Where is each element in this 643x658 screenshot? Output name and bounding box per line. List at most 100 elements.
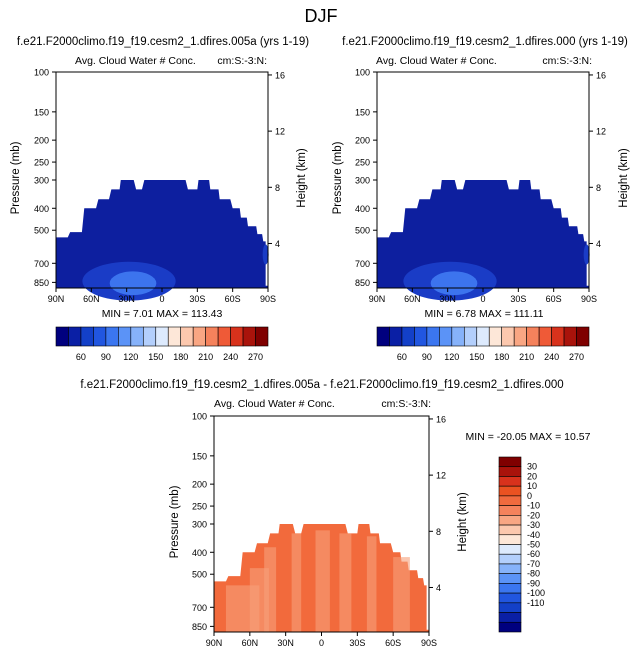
- colorbar-box: [180, 326, 194, 347]
- pressure-tick-label: 250: [192, 502, 207, 512]
- colorbar-box: [376, 326, 390, 347]
- latitude-tick-label: 60S: [546, 294, 562, 304]
- anomaly-streak: [315, 530, 330, 632]
- panel1-tag: cm:S:-3:N:: [217, 55, 267, 67]
- latitude-tick-label: 30S: [510, 294, 526, 304]
- colorbar-label: 120: [123, 352, 138, 362]
- colorbar-box: [526, 326, 540, 347]
- latitude-tick-label: 90N: [48, 294, 65, 304]
- colorbar-box: [401, 326, 415, 347]
- pressure-tick-label: 150: [192, 451, 207, 461]
- colorbar-box: [142, 326, 157, 347]
- latitude-tick-label: 60N: [83, 294, 100, 304]
- pressure-tick-label: 100: [192, 412, 207, 422]
- panel2-case-title: f.e21.F2000climo.f19_f19.cesm2_1.dfires.…: [342, 36, 628, 48]
- panel2-ylabel: Pressure (mb): [332, 141, 344, 214]
- colorbar-box: [93, 326, 107, 347]
- pressure-tick-label: 850: [192, 622, 207, 632]
- pressure-tick-label: 500: [34, 226, 49, 236]
- colorbar-label: 60: [76, 352, 86, 362]
- height-tick-label: 16: [596, 70, 606, 80]
- pressure-tick-label: 300: [355, 176, 370, 186]
- colorbar-label: 30: [527, 462, 537, 472]
- height-tick-label: 12: [275, 127, 285, 137]
- pressure-tick-label: 500: [355, 226, 370, 236]
- colorbar-box: [498, 583, 522, 594]
- anomaly-streak: [339, 533, 352, 632]
- latitude-tick-label: 30S: [189, 294, 205, 304]
- latitude-tick-label: 90N: [369, 294, 386, 304]
- colorbar-box: [205, 326, 219, 347]
- latitude-tick-label: 60S: [385, 638, 401, 648]
- colorbar-box: [80, 326, 94, 347]
- height-tick-label: 8: [596, 183, 601, 193]
- colorbar-box: [242, 326, 256, 347]
- colorbar-box: [498, 505, 522, 516]
- colorbar-box: [68, 326, 82, 347]
- pressure-tick-label: 200: [192, 480, 207, 490]
- colorbar-box: [451, 326, 465, 347]
- latitude-tick-label: 90S: [260, 294, 276, 304]
- latitude-tick-label: 90N: [206, 638, 223, 648]
- pressure-tick-label: 400: [192, 548, 207, 558]
- colorbar-box: [414, 326, 428, 347]
- pressure-tick-label: 100: [34, 68, 49, 78]
- figure-title: DJF: [305, 6, 338, 26]
- height-tick-label: 4: [436, 583, 441, 593]
- colorbar-label: 240: [544, 352, 559, 362]
- height-tick-label: 16: [436, 414, 446, 424]
- colorbar-label: 270: [248, 352, 263, 362]
- colorbar-box: [498, 524, 522, 536]
- latitude-tick-label: 60N: [242, 638, 259, 648]
- panel3-ylabel-right: Height (km): [457, 492, 469, 552]
- colorbar-box: [498, 592, 522, 604]
- pressure-tick-label: 150: [34, 107, 49, 117]
- latitude-tick-label: 60S: [225, 294, 241, 304]
- colorbar-label: 90: [101, 352, 111, 362]
- panel2-variable-title: Avg. Cloud Water # Conc.: [376, 55, 497, 67]
- panel3-stats: MIN = -20.05 MAX = 10.57: [466, 431, 591, 443]
- colorbar-label: -40: [527, 530, 540, 540]
- colorbar-box: [230, 326, 244, 347]
- colorbar-label: -20: [527, 510, 540, 520]
- colorbar-label: 210: [519, 352, 534, 362]
- pressure-tick-label: 200: [34, 136, 49, 146]
- latitude-tick-label: 30N: [439, 294, 456, 304]
- panel1-stats: MIN = 7.01 MAX = 113.43: [102, 308, 223, 320]
- field-contour-high: [109, 271, 157, 296]
- field-contour: [377, 180, 589, 288]
- panel3-case-title: f.e21.F2000climo.f19_f19.cesm2_1.dfires.…: [80, 379, 563, 391]
- field-contour-edge: [262, 244, 269, 265]
- colorbar-label: -110: [527, 598, 544, 608]
- pressure-tick-label: 850: [355, 278, 370, 288]
- colorbar-box: [498, 534, 522, 545]
- height-tick-label: 8: [275, 183, 280, 193]
- colorbar-box: [192, 326, 206, 347]
- colorbar-box: [55, 326, 69, 347]
- pressure-tick-label: 500: [192, 570, 207, 580]
- colorbar-label: 180: [173, 352, 188, 362]
- anomaly-streak: [264, 547, 277, 632]
- panel1-ylabel-right: Height (km): [296, 148, 308, 208]
- panel1-variable-title: Avg. Cloud Water # Conc.: [75, 55, 196, 67]
- colorbar-box: [167, 326, 182, 347]
- colorbar-label: -50: [527, 540, 540, 550]
- height-tick-label: 12: [596, 127, 606, 137]
- colorbar-box: [155, 326, 169, 347]
- anomaly-streak: [291, 533, 302, 632]
- colorbar-box: [498, 563, 522, 574]
- colorbar-label: -30: [527, 520, 540, 530]
- colorbar-box: [563, 326, 577, 347]
- latitude-tick-label: 60N: [404, 294, 421, 304]
- colorbar-label: 60: [397, 352, 407, 362]
- pressure-tick-label: 400: [355, 204, 370, 214]
- colorbar-label: 150: [148, 352, 163, 362]
- panel1-case-title: f.e21.F2000climo.f19_f19.cesm2_1.dfires.…: [17, 36, 309, 48]
- pressure-tick-label: 700: [192, 603, 207, 613]
- colorbar-box: [476, 326, 490, 347]
- anomaly-streak: [366, 536, 377, 632]
- colorbar-box: [498, 573, 522, 584]
- colorbar-box: [498, 544, 522, 555]
- panel2-ylabel-right: Height (km): [618, 148, 630, 208]
- colorbar-box: [130, 326, 144, 347]
